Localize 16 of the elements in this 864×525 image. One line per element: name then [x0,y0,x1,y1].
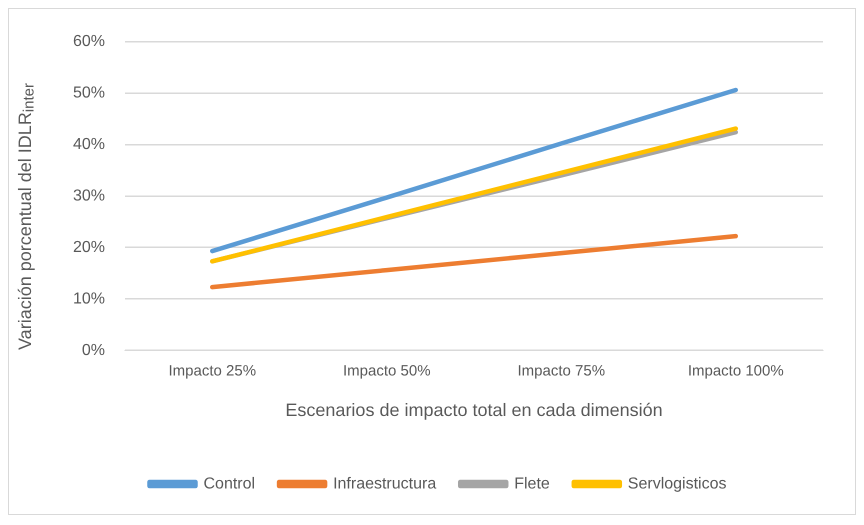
legend-label: Flete [514,474,550,492]
y-tick-label: 30% [72,186,106,204]
y-tick-label: 50% [72,84,106,101]
legend-label: Infraestructura [333,474,436,492]
y-tick-label: 40% [72,135,106,152]
y-tick-label: 20% [72,238,106,256]
y-tick-label: 0% [82,341,106,358]
y-tick-label: 60% [72,32,106,50]
x-tick-label: Impacto 25% [168,362,256,380]
x-tick-label: Impacto 100% [688,362,784,380]
legend-label: Control [203,474,256,492]
x-tick-label: Impacto 75% [517,362,606,380]
legend-label: Servlogisticos [628,474,727,492]
y-tick-label: 10% [72,290,106,307]
x-axis-title: Escenarios de impacto total en cada dimensión [285,400,663,420]
x-tick-label: Impacto 50% [342,362,431,380]
